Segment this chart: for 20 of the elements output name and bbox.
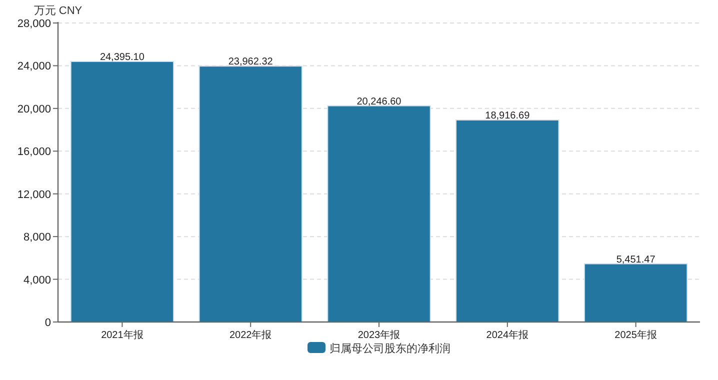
x-tick-label: 2025年报 [614, 330, 657, 341]
x-tick-label: 2021年报 [101, 330, 144, 341]
data-label: 23,962.32 [228, 56, 273, 68]
y-tick-label: 12,000 [17, 188, 51, 201]
x-tick-label: 2023年报 [358, 330, 400, 341]
data-label: 24,395.10 [100, 52, 144, 63]
legend-label: 归属母公司股东的净利润 [330, 343, 450, 355]
y-tick-label: 24,000 [17, 60, 51, 73]
y-tick-label: 20,000 [17, 103, 51, 116]
data-label: 5,451.47 [616, 254, 656, 266]
y-tick-label: 4,000 [23, 274, 51, 286]
y-axis-title: 万元 CNY [34, 5, 82, 17]
x-tick-label: 2022年报 [229, 330, 272, 341]
y-tick-label: 16,000 [17, 146, 51, 158]
y-tick-label: 8,000 [23, 232, 51, 244]
x-tick-label: 2024年报 [486, 330, 529, 341]
data-label: 20,246.60 [356, 96, 402, 108]
y-tick-label: 28,000 [17, 18, 51, 30]
data-label: 18,916.69 [485, 110, 530, 122]
y-tick-label: 0 [44, 317, 51, 329]
